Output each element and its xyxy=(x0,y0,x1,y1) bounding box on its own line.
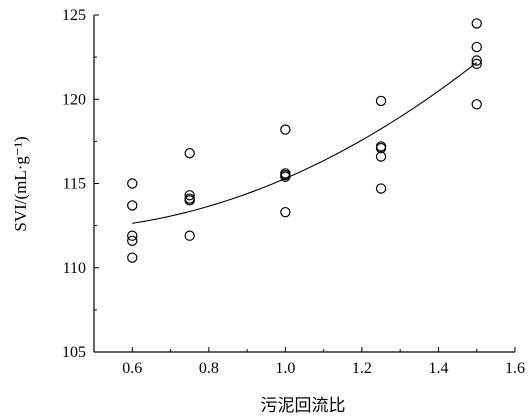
data-point xyxy=(471,18,482,29)
data-point xyxy=(471,99,482,110)
data-point xyxy=(375,183,387,194)
x-axis-ticks: 0.6 0.8 1.0 1.2 1.4 1.6 xyxy=(122,347,525,377)
data-point xyxy=(471,41,482,53)
y-axis-ticks: 105 110 115 120 125 xyxy=(62,7,99,361)
fit-curve-group xyxy=(132,62,478,224)
y-tick-label: 120 xyxy=(62,91,86,108)
data-point xyxy=(184,230,195,241)
x-tick-label: 1.4 xyxy=(428,360,448,377)
data-point xyxy=(280,124,291,135)
y-tick-label: 110 xyxy=(63,260,86,277)
data-point xyxy=(375,95,387,107)
data-point xyxy=(471,58,482,70)
y-tick-label: 105 xyxy=(62,344,86,361)
y-tick-label: 125 xyxy=(62,7,86,24)
data-point xyxy=(375,151,387,162)
data-point xyxy=(280,169,291,181)
x-tick-label: 1.2 xyxy=(352,360,372,377)
x-tick-label: 1.0 xyxy=(275,360,295,377)
data-point xyxy=(127,230,138,241)
data-point xyxy=(280,206,291,218)
data-point xyxy=(184,147,195,159)
data-points xyxy=(127,18,482,263)
x-tick-label: 0.8 xyxy=(199,360,219,377)
fit-curve xyxy=(132,62,478,224)
x-tick-label: 0.6 xyxy=(122,360,142,377)
data-point xyxy=(184,190,195,201)
data-point xyxy=(375,142,387,154)
data-point xyxy=(127,178,138,189)
x-axis-title: 污泥回流比 xyxy=(261,396,346,416)
data-point xyxy=(127,200,138,211)
data-point xyxy=(127,252,138,263)
data-point xyxy=(184,195,195,206)
data-point xyxy=(127,235,138,246)
y-tick-label: 115 xyxy=(63,176,86,193)
x-tick-label: 1.6 xyxy=(505,360,525,377)
data-point xyxy=(471,55,482,66)
axes xyxy=(93,15,515,353)
y-axis-title: SVI/(mL·g⁻¹) xyxy=(11,136,30,231)
